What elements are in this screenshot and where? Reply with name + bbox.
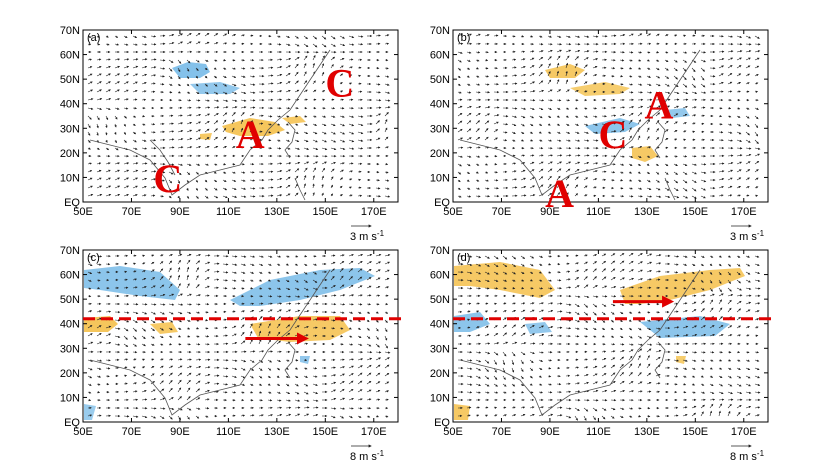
y-tick-label: 60N: [60, 270, 80, 282]
cyclone-label: C: [325, 60, 354, 105]
x-tick-label: 70E: [122, 426, 142, 438]
y-tick-label: 20N: [60, 368, 80, 380]
coastline: [459, 49, 701, 201]
x-tick-label: 170E: [361, 206, 387, 218]
x-tick-label: 70E: [492, 206, 512, 218]
x-tick-label: 170E: [731, 426, 757, 438]
reference-vector: 3 m s-1: [350, 224, 385, 243]
x-tick-label: 150E: [312, 426, 338, 438]
reference-vector: 8 m s-1: [730, 444, 765, 463]
y-tick-label: 10N: [60, 172, 80, 184]
x-tick-label: 90E: [170, 426, 190, 438]
panel-b: 50E 70E 90E 110E 130E 150E 170E 70N 60N 50N 40N 30N…: [430, 25, 769, 243]
y-tick-label: 50N: [430, 74, 450, 86]
anomaly-shading: [172, 62, 306, 140]
y-tick-label: 60N: [430, 50, 450, 62]
x-tick-label: 150E: [312, 206, 338, 218]
x-tick-label: 90E: [170, 206, 190, 218]
y-tick-label: 30N: [60, 123, 80, 135]
x-tick-label: 130E: [264, 426, 290, 438]
y-tick-label: 30N: [430, 123, 450, 135]
x-tick-label: 170E: [361, 426, 387, 438]
x-tick-label: 90E: [540, 426, 560, 438]
y-tick-label: 20N: [60, 148, 80, 160]
reference-vector-label: 8 m s-1: [730, 449, 765, 463]
cyclone-label: C: [598, 112, 627, 157]
coastline: [459, 269, 701, 416]
x-tick-label: 150E: [682, 426, 708, 438]
y-tick-label: 10N: [430, 392, 450, 404]
circulation-system-labels: ACA: [545, 82, 673, 215]
x-tick-label: 110E: [586, 426, 611, 438]
x-tick-label: 50E: [73, 426, 93, 438]
panel-c: 50E 70E 90E 110E 130E 150E 170E 70N 60N 50N 40N 30N…: [60, 245, 402, 463]
y-tick-label: 60N: [430, 270, 450, 282]
x-tick-label: 110E: [216, 426, 241, 438]
y-tick-label: EQ: [64, 197, 80, 209]
anomaly-shading: [454, 262, 745, 420]
y-tick-label: 40N: [430, 319, 450, 331]
x-tick-label: 110E: [216, 206, 241, 218]
y-tick-label: 70N: [60, 25, 80, 37]
x-tick-label: 110E: [586, 206, 611, 218]
x-tick-label: 130E: [634, 206, 660, 218]
panel-label: (c): [87, 252, 100, 264]
x-tick-label: 70E: [122, 206, 142, 218]
panel-label: (b): [457, 32, 470, 44]
y-tick-label: 60N: [60, 50, 80, 62]
anomaly-shading: [545, 64, 690, 162]
y-tick-label: 40N: [430, 99, 450, 111]
y-tick-label: EQ: [434, 197, 450, 209]
y-tick-label: 30N: [430, 343, 450, 355]
y-tick-label: EQ: [64, 417, 80, 429]
y-tick-label: 40N: [60, 319, 80, 331]
coastline: [89, 49, 331, 201]
y-tick-label: 70N: [430, 245, 450, 257]
reference-vector-label: 8 m s-1: [350, 449, 385, 463]
panel-d: 50E 70E 90E 110E 130E 150E 170E 70N 60N 50N 40N 30N…: [430, 245, 772, 463]
anticyclone-label: A: [236, 112, 265, 157]
panel-label: (a): [87, 32, 100, 44]
y-tick-label: 10N: [430, 172, 450, 184]
x-tick-label: 170E: [731, 206, 757, 218]
wind-vector-field: [87, 32, 391, 199]
y-tick-label: 30N: [60, 343, 80, 355]
reference-vector-label: 3 m s-1: [350, 229, 385, 243]
reference-vector: 3 m s-1: [730, 224, 765, 243]
x-tick-label: 130E: [264, 206, 290, 218]
circulation-system-labels: C A C: [153, 60, 354, 201]
panel-a: 50E 70E 90E 110E 130E 150E 170E 70N 60N 50N 40N 30N…: [60, 25, 399, 243]
anticyclone-label: A: [545, 171, 574, 216]
anomaly-shading: [84, 266, 375, 420]
y-tick-label: 20N: [430, 368, 450, 380]
panel-label: (d): [457, 252, 470, 264]
coastline: [89, 269, 331, 416]
wind-vector-field: [457, 33, 761, 199]
y-tick-label: 50N: [430, 294, 450, 306]
y-tick-label: EQ: [434, 417, 450, 429]
x-tick-label: 50E: [73, 206, 93, 218]
cyclone-label: C: [153, 156, 182, 201]
x-tick-label: 70E: [492, 426, 512, 438]
y-tick-label: 70N: [60, 245, 80, 257]
y-tick-label: 20N: [430, 148, 450, 160]
y-tick-label: 70N: [430, 25, 450, 37]
anticyclone-label: A: [645, 82, 674, 127]
reference-vector-label: 3 m s-1: [730, 229, 765, 243]
y-tick-label: 10N: [60, 392, 80, 404]
y-tick-label: 50N: [60, 294, 80, 306]
y-tick-label: 50N: [60, 74, 80, 86]
x-tick-label: 150E: [682, 206, 708, 218]
reference-vector: 8 m s-1: [350, 444, 385, 463]
x-tick-label: 130E: [634, 426, 660, 438]
x-tick-label: 50E: [443, 426, 463, 438]
x-tick-label: 50E: [443, 206, 463, 218]
x-tick-label: 90E: [540, 206, 560, 218]
y-tick-label: 40N: [60, 99, 80, 111]
